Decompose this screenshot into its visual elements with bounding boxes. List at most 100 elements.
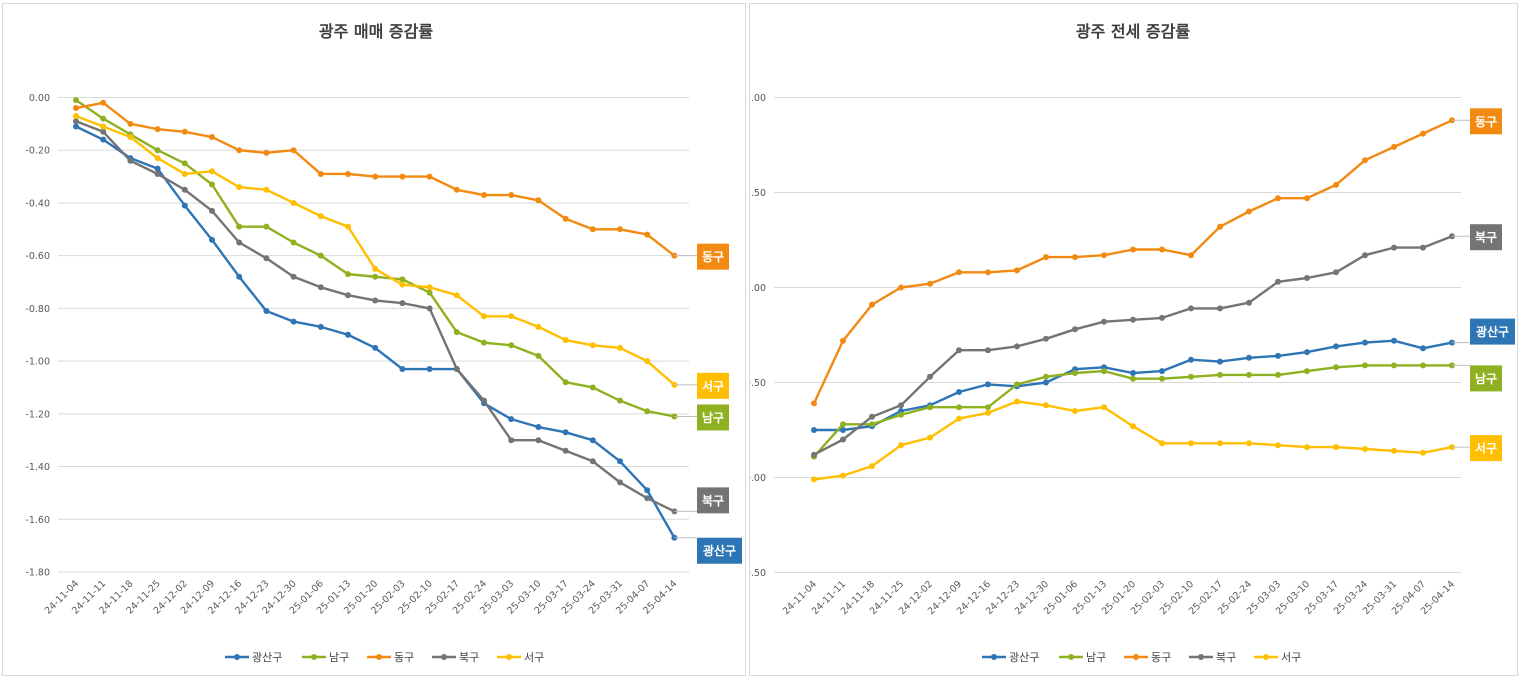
data-point bbox=[1130, 375, 1136, 382]
data-point bbox=[1275, 371, 1281, 378]
legend-item-북구[interactable]: 북구 bbox=[432, 651, 479, 664]
series-line bbox=[75, 99, 675, 418]
data-point bbox=[1159, 440, 1165, 447]
end-label-북구: 북구 bbox=[1452, 224, 1502, 251]
data-point bbox=[508, 416, 515, 423]
series-동구 bbox=[811, 117, 1455, 407]
jeonse-change-chart: 광주 전세 증감률 2.001.501.000.500.00-0.5024-11… bbox=[750, 22, 1515, 664]
data-point bbox=[426, 366, 433, 373]
data-point bbox=[1391, 244, 1397, 251]
end-label-동구: 동구 bbox=[1452, 108, 1502, 135]
legend-item-동구[interactable]: 동구 bbox=[1124, 651, 1171, 664]
data-point bbox=[1072, 370, 1078, 376]
data-point bbox=[1043, 402, 1049, 409]
data-point bbox=[290, 273, 297, 280]
data-point bbox=[1188, 373, 1194, 380]
data-point bbox=[1362, 362, 1368, 369]
data-point bbox=[372, 344, 379, 351]
data-point bbox=[1188, 305, 1194, 312]
end-label-text: 동구 bbox=[702, 250, 724, 264]
data-point bbox=[1333, 181, 1339, 188]
data-point bbox=[535, 323, 542, 330]
legend-item-남구[interactable]: 남구 bbox=[302, 651, 349, 664]
legend-item-서구[interactable]: 서구 bbox=[497, 651, 544, 664]
data-point bbox=[811, 400, 817, 407]
data-point bbox=[399, 281, 406, 288]
chart-title: 광주 전세 증감률 bbox=[1076, 22, 1190, 41]
data-point bbox=[1275, 278, 1281, 285]
end-label-badge bbox=[697, 372, 729, 399]
y-tick-label: -0.20 bbox=[25, 146, 50, 157]
data-point bbox=[127, 134, 134, 141]
legend-label: 서구 bbox=[524, 651, 544, 664]
jeonse-chart-panel: 광주 전세 증감률 2.001.501.000.500.00-0.5024-11… bbox=[749, 3, 1518, 676]
data-point bbox=[1275, 352, 1281, 359]
end-label-badge bbox=[697, 404, 729, 431]
end-label-남구: 남구 bbox=[674, 404, 729, 431]
data-point bbox=[236, 273, 243, 280]
legend-marker bbox=[1133, 654, 1139, 660]
end-label-badge bbox=[1470, 318, 1515, 345]
series-서구 bbox=[73, 112, 678, 388]
legend-item-남구[interactable]: 남구 bbox=[1059, 651, 1106, 664]
data-point bbox=[1246, 208, 1252, 215]
end-label-badge bbox=[1470, 435, 1502, 462]
data-point bbox=[535, 352, 542, 359]
data-point bbox=[644, 495, 651, 502]
data-point bbox=[1043, 254, 1049, 261]
legend-item-광산구[interactable]: 광산구 bbox=[225, 651, 282, 664]
data-point bbox=[290, 147, 297, 154]
legend-marker bbox=[1263, 654, 1269, 660]
y-tick-label: -1.20 bbox=[25, 409, 50, 420]
legend-label: 남구 bbox=[329, 651, 349, 664]
data-point bbox=[898, 442, 904, 449]
data-point bbox=[263, 255, 270, 262]
series-line bbox=[75, 120, 675, 513]
data-point bbox=[589, 226, 596, 233]
end-label-text: 남구 bbox=[702, 410, 724, 425]
series-남구 bbox=[73, 97, 678, 420]
end-label-서구: 서구 bbox=[674, 372, 729, 399]
series-광산구 bbox=[73, 123, 678, 541]
data-point bbox=[1391, 337, 1397, 344]
legend-label: 남구 bbox=[1086, 651, 1106, 664]
data-point bbox=[589, 342, 596, 349]
legend-item-광산구[interactable]: 광산구 bbox=[982, 651, 1039, 664]
y-tick-label: 0.00 bbox=[29, 93, 50, 104]
data-point bbox=[481, 339, 487, 346]
data-point bbox=[1159, 314, 1165, 321]
data-point bbox=[399, 276, 406, 283]
data-point bbox=[127, 120, 134, 127]
legend-item-동구[interactable]: 동구 bbox=[367, 651, 414, 664]
data-point bbox=[1304, 349, 1310, 356]
data-point bbox=[426, 305, 433, 312]
data-point bbox=[73, 118, 79, 125]
data-point bbox=[1188, 440, 1194, 447]
data-point bbox=[985, 381, 991, 388]
data-point bbox=[927, 280, 933, 287]
data-point bbox=[1304, 368, 1310, 375]
data-point bbox=[399, 366, 406, 373]
sale-chart-panel: 광주 매매 증감률 0.00 -0.20 -0.40 -0.60 -0.80 -1.00 -… bbox=[2, 3, 746, 676]
data-point bbox=[236, 184, 243, 191]
data-point bbox=[1391, 447, 1397, 454]
data-point bbox=[209, 168, 215, 175]
data-point bbox=[73, 105, 79, 112]
data-point bbox=[317, 170, 324, 177]
y-tick-label: -0.40 bbox=[25, 198, 50, 209]
data-point bbox=[956, 389, 962, 395]
data-point bbox=[1246, 440, 1252, 447]
data-point bbox=[1101, 318, 1107, 325]
legend-item-북구[interactable]: 북구 bbox=[1189, 651, 1236, 664]
series-line bbox=[814, 339, 1453, 432]
data-point bbox=[73, 123, 79, 130]
data-point bbox=[927, 404, 933, 411]
data-point bbox=[508, 342, 515, 349]
data-point bbox=[1043, 335, 1049, 342]
data-point bbox=[154, 165, 161, 172]
data-point bbox=[589, 437, 596, 444]
data-point bbox=[372, 273, 379, 280]
data-point bbox=[1072, 254, 1078, 261]
legend-item-서구[interactable]: 서구 bbox=[1254, 651, 1301, 664]
end-label-북구: 북구 bbox=[674, 487, 729, 514]
